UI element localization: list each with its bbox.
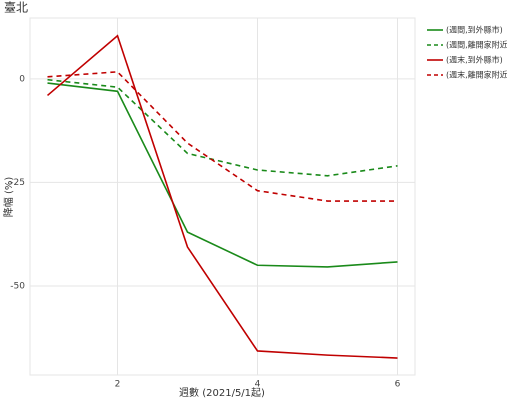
y-tick-label: -25 (10, 178, 25, 188)
legend-label: (週末,到外縣市) (446, 55, 503, 65)
y-tick-label: -50 (10, 281, 25, 291)
legend-label: (週間,離開家附近) (446, 40, 507, 50)
legend: (週間,到外縣市) (週間,離開家附近) (週末,到外縣市) (週末,離開家附近) (427, 25, 507, 80)
x-axis-title: 週數 (2021/5/1起) (179, 386, 265, 399)
x-tick-label: 4 (255, 380, 261, 390)
legend-label: (週末,離開家附近) (446, 70, 507, 80)
chart-title: 臺北 (4, 0, 28, 15)
x-tick-label: 6 (395, 380, 401, 390)
legend-label: (週間,到外縣市) (446, 25, 503, 35)
series-line (47, 78, 398, 177)
series-line (46, 34, 398, 359)
plot-area (29, 17, 416, 376)
series-line (47, 82, 398, 268)
series-line (47, 71, 398, 202)
y-axis-title: 降幅 (%) (2, 177, 15, 218)
y-tick-label: 0 (19, 74, 25, 84)
x-tick-label: 2 (115, 380, 121, 390)
